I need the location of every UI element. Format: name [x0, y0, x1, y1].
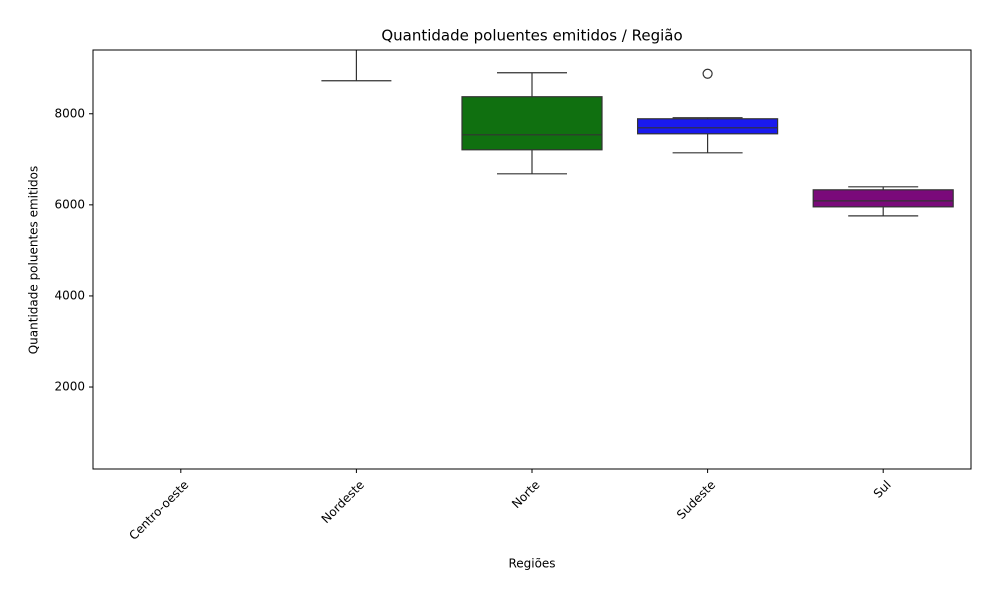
- box: [461, 96, 603, 151]
- x-tick-label: Sul: [871, 478, 894, 501]
- chart-title: Quantidade poluentes emitidos / Região: [381, 27, 682, 45]
- x-axis-label: Regiões: [508, 557, 555, 571]
- outlier: [702, 68, 713, 79]
- y-axis-label: Quantidade poluentes emitidos: [27, 166, 41, 355]
- x-tick-label: Centro-oeste: [126, 478, 191, 543]
- y-tick-label: 2000: [54, 380, 85, 394]
- x-tick-label: Norte: [509, 478, 542, 511]
- plot-area: [321, 50, 954, 217]
- y-tick-label: 6000: [54, 197, 85, 211]
- y-tick-label: 4000: [54, 288, 85, 302]
- y-tick-label: 8000: [54, 106, 85, 120]
- x-tick-label: Nordeste: [319, 478, 367, 526]
- box: [812, 189, 954, 208]
- box: [636, 118, 779, 135]
- x-tick-label: Sudeste: [674, 478, 718, 522]
